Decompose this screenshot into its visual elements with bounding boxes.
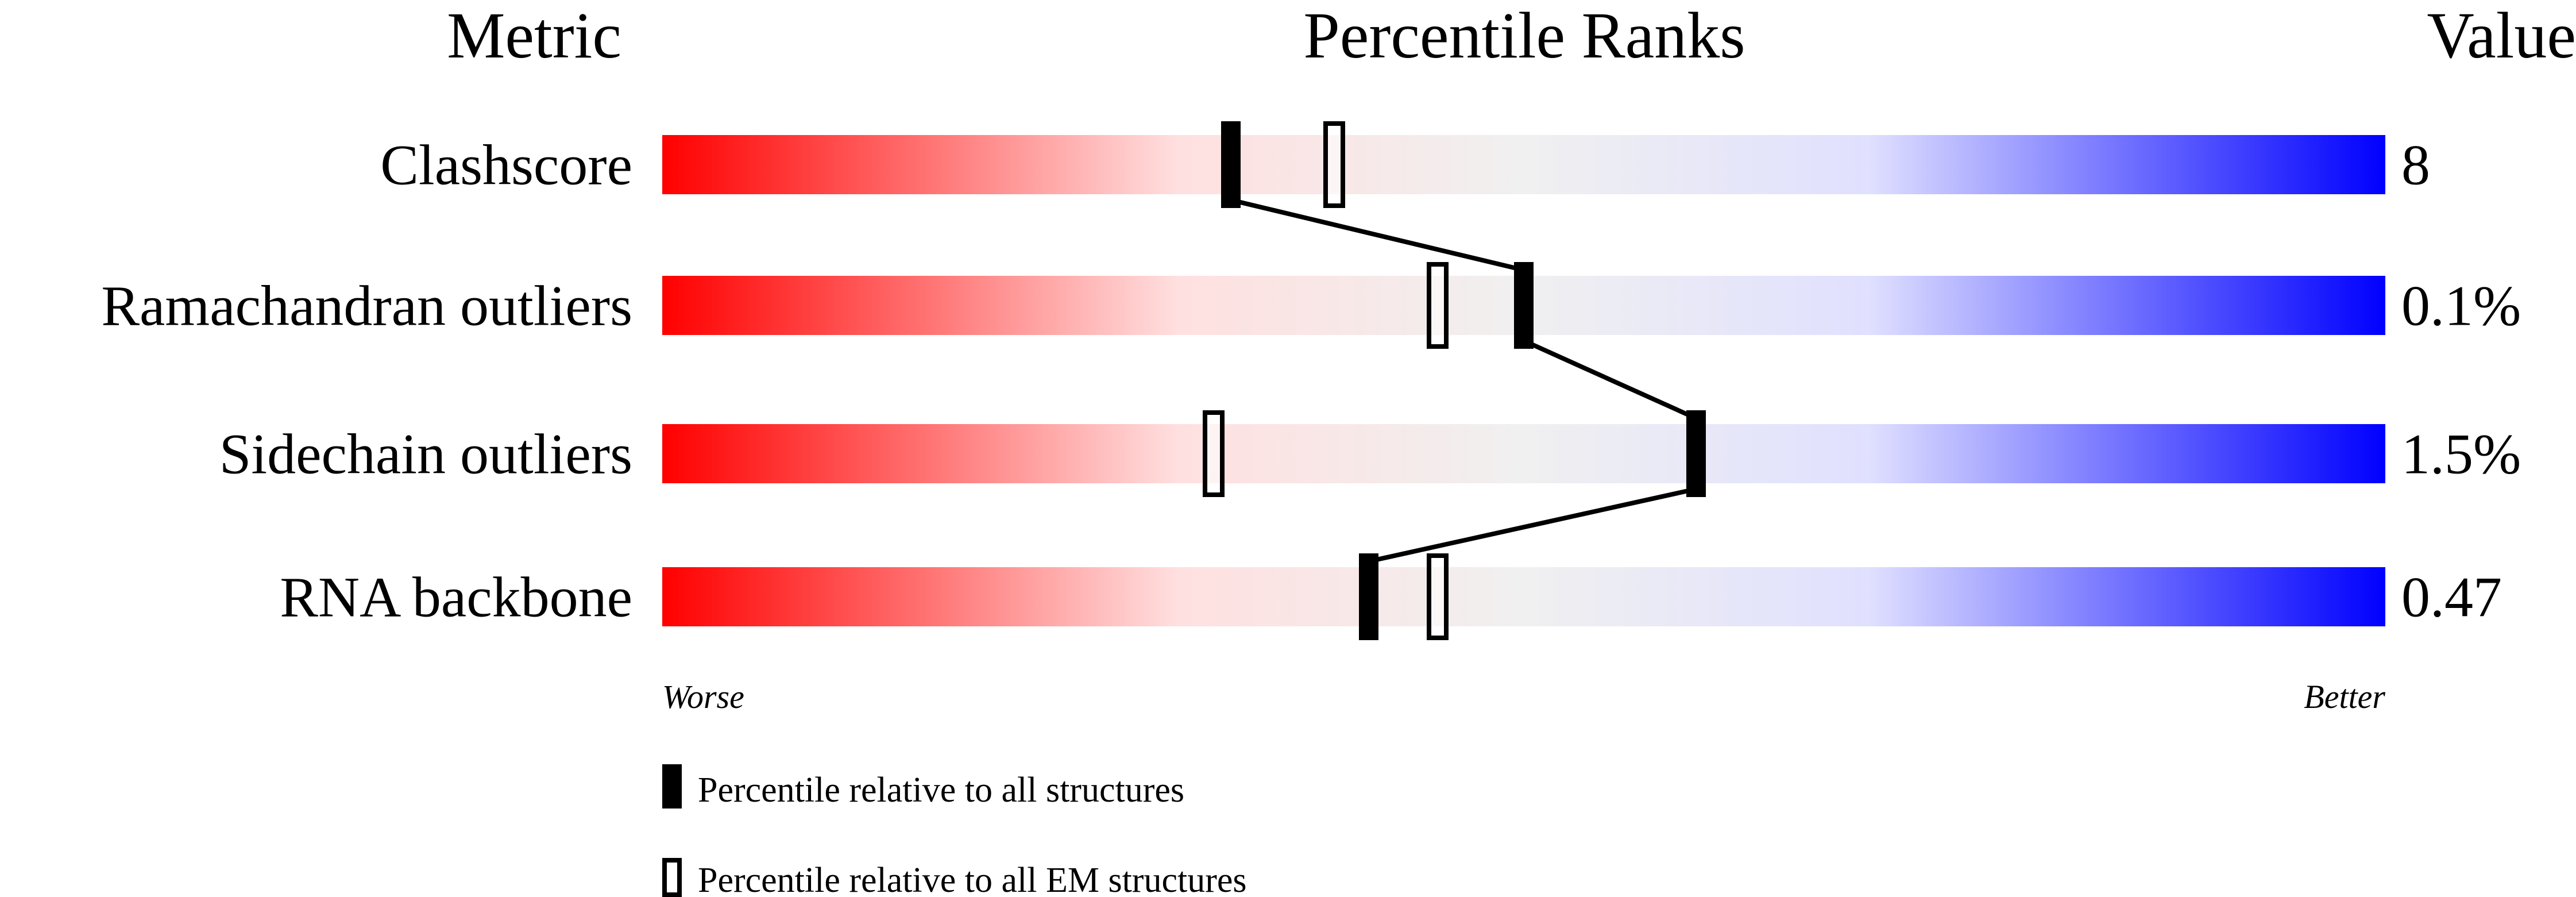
em-percentile-marker [1427,553,1449,640]
percentile-bar [662,567,2385,626]
header-metric: Metric [447,0,621,72]
all-percentile-marker [1686,410,1706,497]
metric-label: Clashscore [380,133,632,197]
header-percentile-ranks: Percentile Ranks [1303,0,1745,72]
metric-value: 0.47 [2401,565,2502,629]
connector-line [1368,487,1697,564]
axis-worse-label: Worse [662,678,744,715]
axis-better-label: Better [2304,678,2385,715]
all-percentile-marker [1359,553,1378,640]
em-percentile-marker [1323,121,1345,208]
all-percentile-marker [1221,121,1241,208]
legend-em-structures: Percentile relative to all EM structures [698,861,1247,897]
metric-value: 8 [2401,133,2430,197]
metric-value: 0.1% [2401,274,2521,338]
all-percentile-marker [1514,262,1534,349]
connector-line [1230,198,1524,272]
legend-filled-marker [662,764,682,809]
metric-label: Sidechain outliers [219,422,632,486]
percentile-bar [662,135,2385,194]
metric-label: RNA backbone [280,565,632,629]
header-value: Value [2427,0,2576,72]
metric-label: Ramachandran outliers [101,274,632,338]
em-percentile-marker [1427,262,1449,349]
connector-line [1523,338,1697,421]
percentile-bar [662,424,2385,483]
legend-all-structures: Percentile relative to all structures [698,771,1184,810]
metric-value: 1.5% [2401,422,2521,486]
legend-open-marker [662,858,682,897]
em-percentile-marker [1203,410,1225,497]
